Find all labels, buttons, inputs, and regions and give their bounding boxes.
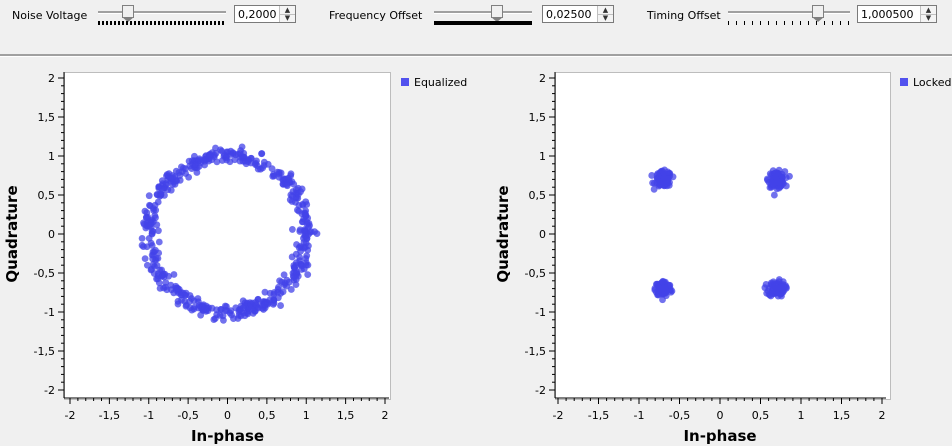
slider-groove <box>728 11 850 14</box>
spin-arrows: ▲ ▼ <box>597 6 613 22</box>
slider-groove <box>98 11 226 14</box>
legend-swatch <box>401 78 409 86</box>
timing-offset-label: Timing Offset <box>647 9 721 22</box>
y-tick-label: -1,5 <box>34 345 55 358</box>
x-tick-label: -2 <box>65 409 76 422</box>
x-tick-label: 1 <box>798 409 805 422</box>
y-tick-label: 0 <box>48 228 55 241</box>
spin-down-icon[interactable]: ▼ <box>284 14 291 22</box>
spin-arrows: ▲ ▼ <box>920 6 936 22</box>
x-tick-label: 2 <box>879 409 886 422</box>
spin-up-icon[interactable]: ▲ <box>921 6 936 15</box>
x-tick-label: 0,5 <box>752 409 770 422</box>
spin-down-icon[interactable]: ▼ <box>925 14 932 22</box>
x-tick-label: 1,5 <box>833 409 851 422</box>
y-tick-label: 0,5 <box>529 189 547 202</box>
noise-voltage-value: 0,2000 <box>238 8 277 21</box>
x-axis-label: In-phase <box>683 427 756 445</box>
noise-voltage-spinbox[interactable]: 0,2000 ▲ ▼ <box>234 5 296 23</box>
x-tick-label: -1 <box>634 409 645 422</box>
x-tick-label: 1,5 <box>337 409 355 422</box>
spin-arrows: ▲ ▼ <box>279 6 295 22</box>
x-tick-label: 0 <box>224 409 231 422</box>
frequency-offset-value: 0,02500 <box>546 8 592 21</box>
legend-label: Equalized <box>414 76 468 89</box>
x-tick-label: -1 <box>143 409 154 422</box>
locked-legend[interactable]: Locked <box>900 76 951 89</box>
locked-plot-canvas[interactable] <box>555 72 891 400</box>
y-tick-label: 1 <box>539 150 546 163</box>
y-tick-label: -2 <box>44 384 55 397</box>
y-axis-label: Quadrature <box>494 185 512 282</box>
y-tick-label: 1,5 <box>529 111 547 124</box>
equalized-legend[interactable]: Equalized <box>401 76 467 89</box>
equalized-plot-canvas[interactable] <box>64 72 391 400</box>
x-tick-label: 0,5 <box>258 409 276 422</box>
y-axis-label: Quadrature <box>3 185 21 282</box>
y-tick-label: 2 <box>48 72 55 85</box>
x-tick-label: 2 <box>382 409 389 422</box>
spin-up-icon[interactable]: ▲ <box>280 6 295 15</box>
slider-ticks <box>434 21 532 25</box>
legend-label: Locked <box>913 76 952 89</box>
y-tick-label: -1 <box>535 306 546 319</box>
x-tick-label: 1 <box>303 409 310 422</box>
y-tick-label: -1,5 <box>525 345 546 358</box>
spin-up-icon[interactable]: ▲ <box>598 6 613 15</box>
slider-groove <box>434 11 532 14</box>
y-tick-label: -0,5 <box>34 267 55 280</box>
timing-offset-value: 1,000500 <box>861 8 914 21</box>
y-tick-label: -1 <box>44 306 55 319</box>
frequency-offset-label: Frequency Offset <box>329 9 423 22</box>
spin-down-icon[interactable]: ▼ <box>602 14 609 22</box>
x-tick-label: -0,5 <box>669 409 690 422</box>
noise-voltage-label: Noise Voltage <box>12 9 88 22</box>
y-tick-label: -2 <box>535 384 546 397</box>
x-tick-label: -1,5 <box>99 409 120 422</box>
x-tick-label: -2 <box>553 409 564 422</box>
y-tick-label: -0,5 <box>525 267 546 280</box>
timing-offset-slider[interactable] <box>728 4 850 26</box>
timing-offset-spinbox[interactable]: 1,000500 ▲ ▼ <box>857 5 937 23</box>
y-tick-label: 2 <box>539 72 546 85</box>
slider-handle[interactable] <box>812 5 824 22</box>
x-tick-label: -1,5 <box>588 409 609 422</box>
frequency-offset-spinbox[interactable]: 0,02500 ▲ ▼ <box>542 5 614 23</box>
slider-ticks <box>728 21 850 25</box>
x-axis-label: In-phase <box>191 427 264 445</box>
x-tick-label: 0 <box>717 409 724 422</box>
frequency-offset-slider[interactable] <box>434 4 532 26</box>
y-tick-label: 1 <box>48 150 55 163</box>
legend-swatch <box>900 78 908 86</box>
y-tick-label: 0,5 <box>38 189 56 202</box>
y-tick-label: 1,5 <box>38 111 56 124</box>
x-tick-label: -0,5 <box>177 409 198 422</box>
noise-voltage-slider[interactable] <box>98 4 226 26</box>
control-toolbar: Noise Voltage 0,2000 ▲ ▼ Frequency Offse… <box>0 0 952 54</box>
toolbar-separator <box>0 54 952 57</box>
y-tick-label: 0 <box>539 228 546 241</box>
slider-handle[interactable] <box>122 5 134 22</box>
slider-ticks <box>98 21 226 25</box>
slider-handle[interactable] <box>491 5 503 22</box>
